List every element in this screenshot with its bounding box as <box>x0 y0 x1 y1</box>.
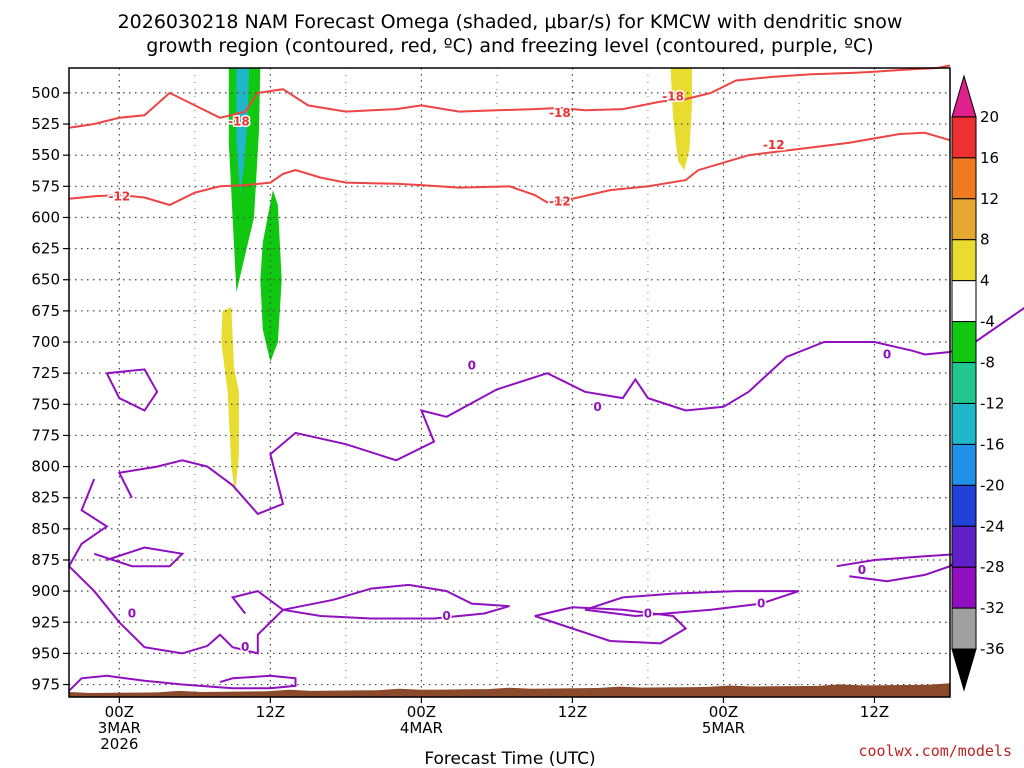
y-tick-label-975: 975 <box>31 676 60 694</box>
colorbar-label-11: -28 <box>980 558 1005 576</box>
title-line-1: 2026030218 NAM Forecast Omega (shaded, μ… <box>118 11 903 33</box>
x-tick-label-36-0: 12Z <box>558 703 587 721</box>
colorbar-segment-6 <box>951 321 977 364</box>
credit-text: coolwx.com/models <box>858 742 1012 760</box>
plot-area: -18 -18 -18 -12 -12 -12 0 0 0 0 0 0 0 0 0 <box>67 64 1024 698</box>
colorbar-label-1: 16 <box>980 149 999 167</box>
x-tick-label-60-0: 12Z <box>860 703 889 721</box>
y-tick-label-625: 625 <box>31 240 60 258</box>
purple-contour-label-8: 0 <box>883 347 891 361</box>
y-tick-label-800: 800 <box>31 458 60 476</box>
y-tick-label-850: 850 <box>31 520 60 538</box>
purple-contour-label-3: 0 <box>241 640 249 654</box>
colorbar-segment-10 <box>951 484 977 527</box>
colorbar-label-2: 12 <box>980 190 999 208</box>
purple-contour-label-2: 0 <box>128 607 136 621</box>
purple-contour-label-1: 0 <box>593 400 601 414</box>
purple-contour-label-6: 0 <box>757 597 765 611</box>
colorbar-label-5: -4 <box>980 313 995 331</box>
colorbar-label-10: -24 <box>980 517 1005 535</box>
y-tick-label-650: 650 <box>31 271 60 289</box>
y-tick-label-950: 950 <box>31 644 60 662</box>
y-tick-label-525: 525 <box>31 115 60 133</box>
y-tick-label-775: 775 <box>31 426 60 444</box>
x-tick-label-24-1: 4MAR <box>400 719 443 737</box>
purple-contour-8 <box>105 368 159 412</box>
red-contour-label-3: -12 <box>108 189 130 203</box>
terrain-band <box>69 683 950 697</box>
purple-contour-label-4: 0 <box>442 609 450 623</box>
x-axis-title: Forecast Time (UTC) <box>424 749 595 768</box>
colorbar-segment-1 <box>951 116 977 159</box>
purple-contour-label-0: 0 <box>468 359 476 373</box>
chart-title: 2026030218 NAM Forecast Omega (shaded, μ… <box>118 11 903 57</box>
y-tick-label-900: 900 <box>31 582 60 600</box>
purple-contour-label-7: 0 <box>858 563 866 577</box>
colorbar-label-4: 4 <box>980 272 990 290</box>
colorbar-segment-9 <box>951 443 977 486</box>
colorbar-label-3: 8 <box>980 231 990 249</box>
plot-frame <box>68 67 951 698</box>
red-contour--12 <box>68 131 951 207</box>
y-tick-label-725: 725 <box>31 364 60 382</box>
colorbar-label-8: -16 <box>980 435 1005 453</box>
purple-contour-0 <box>68 674 297 692</box>
y-tick-label-825: 825 <box>31 489 60 507</box>
purple-contour-2 <box>67 478 285 655</box>
x-tick-label-24-0: 00Z <box>407 703 436 721</box>
x-tick-label-12-0: 12Z <box>256 703 285 721</box>
omega-shade-2 <box>260 190 282 362</box>
colorbar-segment-8 <box>951 402 977 445</box>
y-tick-label-750: 750 <box>31 395 60 413</box>
red-contour--18 <box>68 64 951 129</box>
y-tick-label-500: 500 <box>31 84 60 102</box>
omega-shade-4 <box>221 307 239 494</box>
colorbar-segment-11 <box>951 525 977 568</box>
x-tick-label-48-1: 5MAR <box>702 719 745 737</box>
y-tick-label-675: 675 <box>31 302 60 320</box>
y-tick-label-550: 550 <box>31 146 60 164</box>
colorbar: 20 16 12 8 4 -4 -8 -12 -16 -20 -24 -28 -32 -36 <box>951 74 1005 692</box>
axes: 500 525 550 575 600 625 650 675 700 725 750 775 800 8… <box>31 84 889 753</box>
y-tick-label-700: 700 <box>31 333 60 351</box>
red-contour-label-4: -12 <box>549 194 571 208</box>
colorbar-label-12: -32 <box>980 599 1005 617</box>
purple-contour-6 <box>534 606 688 645</box>
plot-background <box>69 68 950 697</box>
colorbar-segment-3 <box>951 198 977 241</box>
red-contour-label-2: -18 <box>662 90 684 104</box>
colorbar-segment-13 <box>951 607 977 650</box>
colorbar-cap-top <box>951 74 977 118</box>
title-line-2: growth region (contoured, red, ºC) and f… <box>146 35 873 57</box>
colorbar-segment-7 <box>951 362 977 404</box>
x-tick-label-0-2: 2026 <box>100 735 138 753</box>
red-contour-label-0: -18 <box>228 115 250 129</box>
colorbar-label-0: 20 <box>980 108 999 126</box>
red-contour-label-5: -12 <box>763 138 785 152</box>
colorbar-cap-bottom <box>951 648 977 692</box>
purple-contour-label-5: 0 <box>644 607 652 621</box>
colorbar-label-9: -20 <box>980 476 1005 494</box>
omega-shade-3 <box>236 68 249 193</box>
colorbar-label-7: -12 <box>980 394 1005 412</box>
y-tick-label-575: 575 <box>31 177 60 195</box>
colorbar-segment-5 <box>951 280 977 323</box>
colorbar-label-6: -8 <box>980 354 995 372</box>
purple-contour-3 <box>93 546 185 568</box>
x-tick-label-0-0: 00Z <box>105 703 134 721</box>
colorbar-segment-12 <box>951 566 977 609</box>
y-tick-label-875: 875 <box>31 551 60 569</box>
x-tick-label-48-0: 00Z <box>709 703 738 721</box>
y-tick-label-600: 600 <box>31 208 60 226</box>
colorbar-label-13: -36 <box>980 640 1005 658</box>
purple-contour-4 <box>282 583 510 620</box>
omega-shade-5 <box>670 68 692 171</box>
colorbar-segment-2 <box>951 157 977 200</box>
y-tick-label-925: 925 <box>31 613 60 631</box>
colorbar-segment-4 <box>951 239 977 282</box>
x-tick-label-0-1: 3MAR <box>98 719 141 737</box>
red-contour-label-1: -18 <box>549 106 571 120</box>
